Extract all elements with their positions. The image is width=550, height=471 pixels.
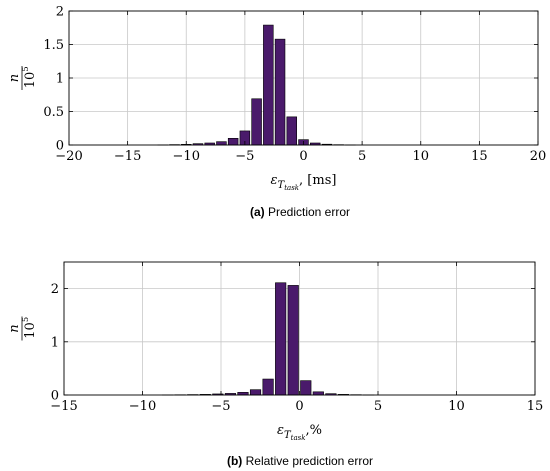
x-tick-label: 0 bbox=[299, 149, 307, 164]
x-tick-label: 15 bbox=[471, 149, 488, 164]
x-tick-label: 5 bbox=[358, 149, 366, 164]
chart-caption: (a) Prediction error bbox=[250, 205, 350, 219]
y-axis-label: n 105 bbox=[7, 316, 38, 341]
y-tick-label: 2 bbox=[56, 5, 64, 20]
y-label-exponent: 5 bbox=[21, 317, 30, 322]
x-axis-label: εTtask,% bbox=[277, 423, 322, 442]
x-tick-label: −15 bbox=[50, 399, 77, 414]
x-tick-label: 0 bbox=[295, 399, 303, 414]
y-tick-label: 2 bbox=[51, 282, 59, 297]
x-tick-label: −5 bbox=[211, 399, 230, 414]
histogram-bar bbox=[227, 138, 239, 146]
histogram-bar bbox=[275, 282, 287, 396]
histogram-bar bbox=[312, 391, 324, 396]
y-tick-label: 1 bbox=[56, 72, 64, 87]
x-tick-label: 20 bbox=[530, 149, 547, 164]
histogram-bar bbox=[251, 98, 262, 146]
y-tick-label: 0 bbox=[56, 139, 64, 154]
histogram-bar bbox=[287, 285, 299, 396]
y-label-numerator: n bbox=[7, 324, 22, 332]
x-tick-label: 5 bbox=[374, 399, 382, 414]
y-axis-label: n 105 bbox=[7, 66, 38, 90]
x-tick-label: −15 bbox=[114, 149, 141, 164]
histogram-bar bbox=[263, 24, 274, 146]
histogram-bar bbox=[262, 378, 274, 396]
histogram-bar bbox=[274, 38, 286, 146]
y-label-denominator: 10 bbox=[23, 322, 38, 339]
chart-caption: (b) Relative prediction error bbox=[227, 454, 373, 468]
x-tick-label: −20 bbox=[55, 149, 82, 164]
y-tick-label: 1 bbox=[51, 335, 59, 350]
x-tick-label: 15 bbox=[527, 399, 544, 414]
y-label-denominator: 10 bbox=[23, 72, 38, 89]
y-tick-label: 0 bbox=[51, 389, 59, 404]
histogram-bar bbox=[300, 380, 312, 396]
histogram-bar bbox=[286, 116, 297, 146]
y-label-numerator: n bbox=[7, 74, 22, 82]
histogram-bar bbox=[249, 389, 262, 396]
x-tick-label: −10 bbox=[129, 399, 156, 414]
x-tick-label: −5 bbox=[235, 149, 254, 164]
x-axis-label: εTtask, [ms] bbox=[271, 173, 337, 192]
y-label-exponent: 5 bbox=[21, 66, 30, 71]
histogram-bar bbox=[216, 141, 227, 146]
x-tick-label: 10 bbox=[412, 149, 429, 164]
y-tick-label: 0.5 bbox=[43, 105, 64, 120]
y-tick-label: 1.5 bbox=[43, 38, 64, 53]
x-tick-label: 10 bbox=[448, 399, 465, 414]
x-tick-label: −10 bbox=[173, 149, 200, 164]
